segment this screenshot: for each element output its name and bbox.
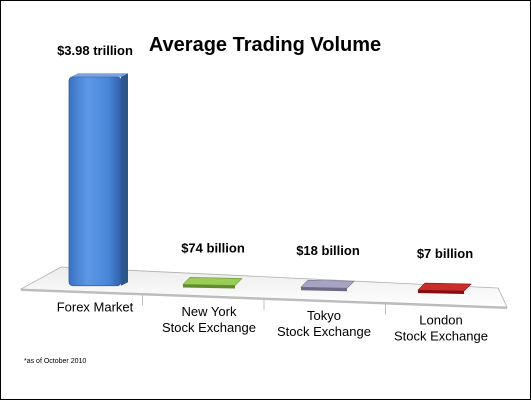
- bar: [417, 282, 472, 292]
- category-label: Tokyo: [307, 308, 341, 323]
- data-labels-group: $3.98 trillion $74 billion $18 billion $7 b…: [57, 43, 473, 261]
- chart-title: Average Trading Volume: [149, 34, 381, 56]
- category-label: Forex Market: [57, 300, 134, 315]
- bar-top-face: [71, 73, 128, 77]
- category-label: Stock Exchange: [277, 324, 371, 339]
- bar-front-face: [301, 287, 347, 292]
- category-label: Stock Exchange: [394, 329, 488, 344]
- bar: [300, 279, 355, 289]
- data-label: $74 billion: [181, 240, 245, 255]
- data-label: $7 billion: [417, 246, 473, 261]
- category-label: London: [419, 313, 462, 328]
- category-label: New York: [182, 304, 237, 319]
- bars-group: [68, 73, 472, 295]
- bar: [182, 277, 243, 286]
- category-label: Stock Exchange: [162, 320, 256, 335]
- footnote: *as of October 2010: [24, 358, 86, 365]
- bar-front-face: [183, 284, 235, 289]
- data-label: $3.98 trillion: [57, 43, 133, 58]
- bar: [68, 76, 122, 287]
- bar-front-face: [418, 290, 464, 295]
- data-label: $18 billion: [296, 243, 360, 258]
- bar-side-face: [121, 73, 128, 286]
